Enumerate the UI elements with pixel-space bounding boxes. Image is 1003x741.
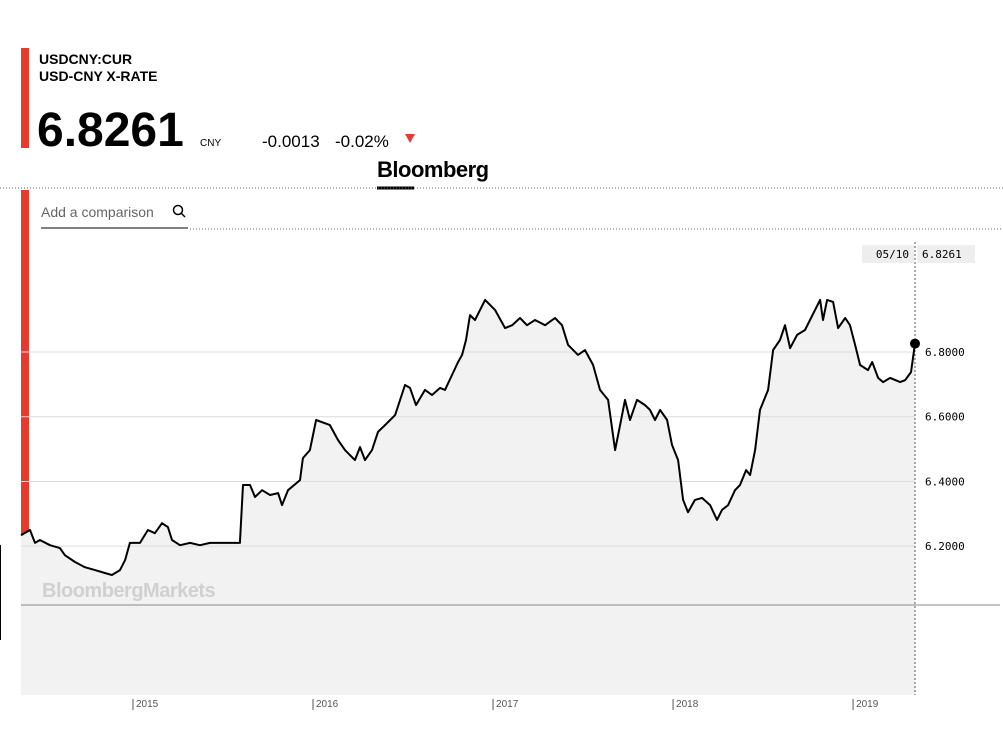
watermark: BloombergMarkets: [42, 580, 216, 602]
search-placeholder[interactable]: Add a comparison: [41, 204, 154, 220]
currency: CNY: [200, 138, 221, 149]
search-icon: [180, 212, 186, 218]
search-icon[interactable]: [172, 204, 184, 216]
date-label-bg: [862, 245, 914, 263]
last-point: [910, 338, 920, 349]
x-tick-label: 2019: [856, 699, 879, 710]
down-arrow: [405, 134, 415, 143]
accent-bar: [21, 48, 29, 148]
y-tick-label: 6.6000: [925, 411, 965, 424]
x-tick-label: 2017: [496, 699, 519, 710]
change-pct: -0.02%: [335, 132, 389, 151]
accent-bar: [21, 190, 29, 695]
value-label-bg: [917, 245, 975, 263]
y-tick-label: 6.8000: [925, 346, 965, 359]
price: 6.8261: [37, 104, 184, 157]
y-tick-label: 6.2000: [925, 540, 965, 553]
ticker: USDCNY:CUR: [39, 51, 132, 67]
search[interactable]: Add a comparison: [41, 204, 188, 229]
area: [21, 299, 915, 695]
x-tick-label: 2016: [316, 699, 339, 710]
last-value-label: 6.8261: [922, 248, 962, 261]
last-date-label: 05/10: [876, 248, 909, 261]
brand: Bloomberg: [377, 157, 489, 182]
change: -0.0013: [262, 132, 320, 151]
x-tick-label: 2018: [676, 699, 699, 710]
price-line: [20, 298, 916, 576]
y-tick-label: 6.4000: [925, 475, 965, 488]
instrument-name: USD-CNY X-RATE: [39, 68, 158, 84]
x-tick-label: 2015: [136, 699, 159, 710]
